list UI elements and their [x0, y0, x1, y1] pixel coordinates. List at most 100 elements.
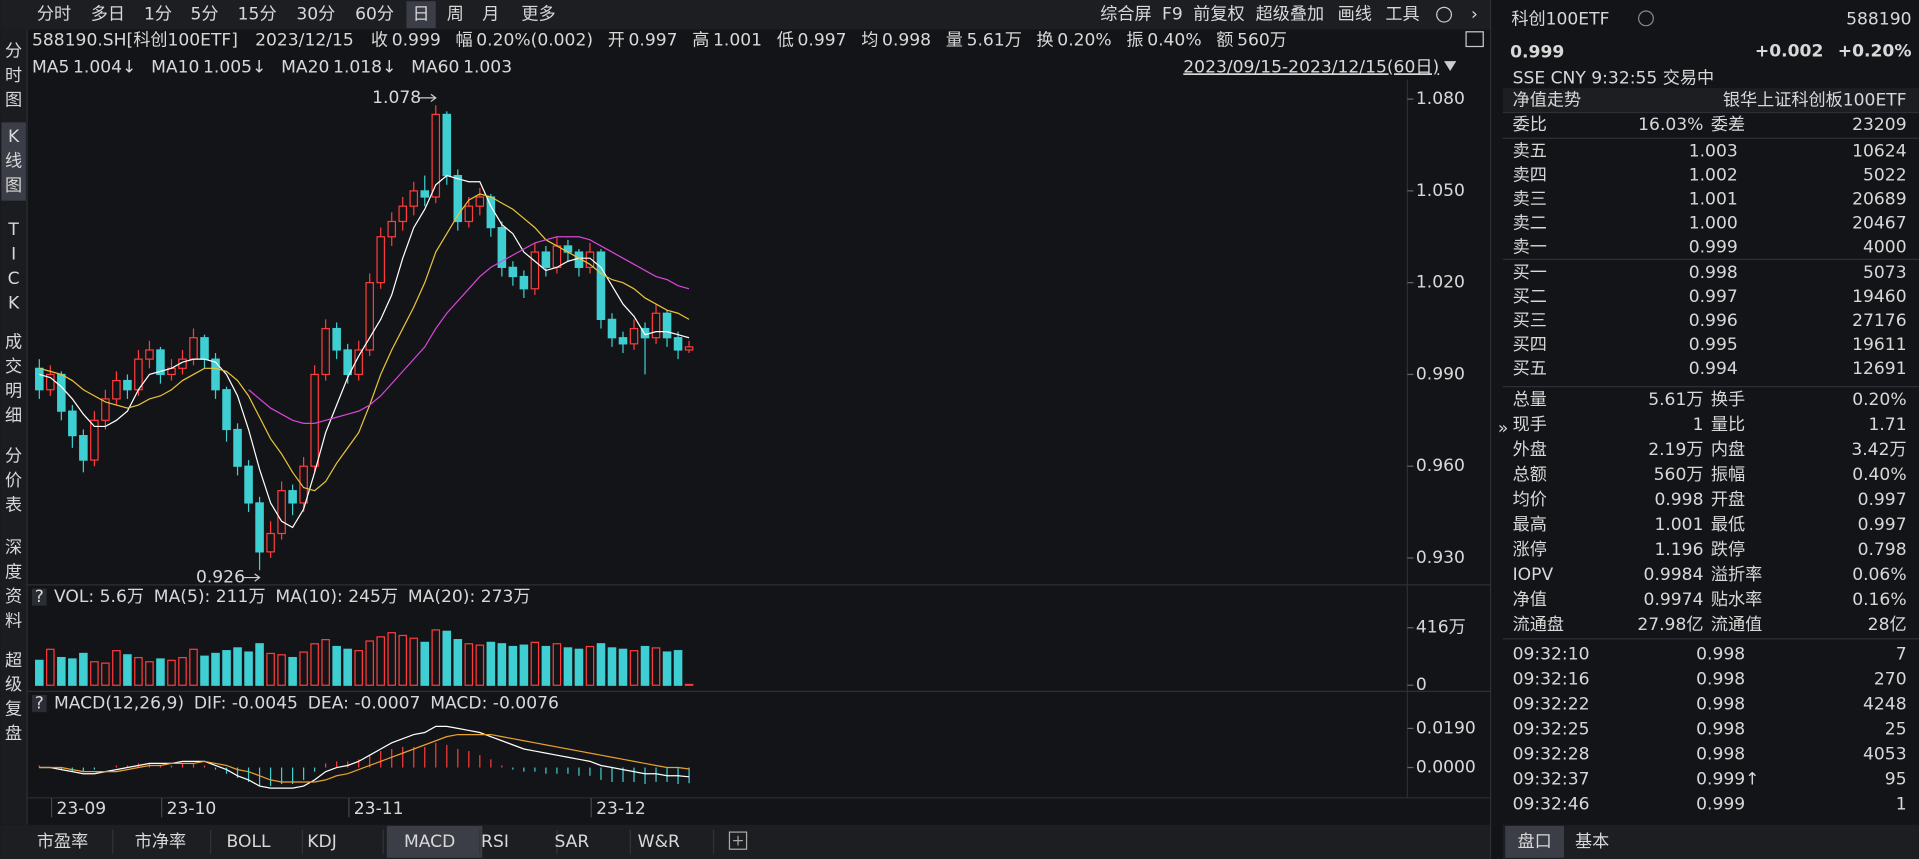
period-tab[interactable]: 周	[447, 5, 464, 25]
period-tab[interactable]: 30分	[296, 5, 335, 25]
candle-body	[255, 502, 264, 553]
book-volume: 4000	[1863, 238, 1907, 258]
period-tab[interactable]: 日	[413, 5, 430, 25]
info-icon[interactable]	[1638, 10, 1654, 27]
volume-bar	[497, 643, 507, 686]
indicator-tab[interactable]: MACD	[404, 832, 455, 852]
indicator-tab[interactable]: W&R	[638, 832, 680, 852]
indicator-tab[interactable]: KDJ	[307, 832, 336, 852]
indicator-tab[interactable]: BOLL	[227, 832, 271, 852]
indicator-tab[interactable]: RSI	[481, 832, 509, 852]
trade-volume: 270	[1874, 670, 1907, 690]
trade-volume: 4053	[1863, 745, 1907, 765]
candle-body	[607, 318, 617, 339]
period-tab[interactable]: 更多	[521, 5, 555, 25]
side-tab[interactable]: 深度资料	[5, 538, 22, 631]
settings-icon[interactable]	[1436, 6, 1453, 23]
volume-bar	[365, 640, 374, 686]
label: 5.61万	[967, 30, 1022, 50]
label: 0.997	[798, 30, 847, 50]
book-label: 买四	[1513, 335, 1547, 355]
dropdown-icon[interactable]	[1444, 61, 1457, 71]
tool-button[interactable]: F9	[1162, 5, 1183, 25]
book-volume: 5022	[1863, 166, 1907, 186]
stat-label: 流通盘	[1513, 615, 1564, 635]
volume-bar	[189, 648, 198, 686]
label: 0.998	[882, 30, 931, 50]
trade-price: 0.999↑	[1696, 769, 1759, 789]
next-icon[interactable]: ›	[1471, 5, 1478, 25]
label: 0.20%(0.002)	[476, 30, 593, 50]
label: 委比	[1513, 115, 1547, 135]
security-code: 588190	[1846, 10, 1911, 30]
volume-bar	[552, 643, 562, 686]
period-tab[interactable]: 60分	[355, 5, 394, 25]
ma-line	[39, 174, 690, 529]
panel-tab[interactable]: 盘口	[1517, 832, 1551, 852]
expand-icon[interactable]: »	[1498, 418, 1508, 438]
book-label: 买三	[1513, 311, 1547, 331]
book-price: 0.997	[1689, 287, 1738, 307]
period-tab[interactable]: 15分	[238, 5, 277, 25]
volume-bar	[266, 652, 275, 686]
book-volume: 20689	[1852, 190, 1906, 210]
add-tab-icon[interactable]	[728, 831, 748, 850]
volume-bar	[112, 650, 121, 686]
macd-line	[39, 725, 690, 789]
macd-line	[39, 733, 690, 783]
period-tab[interactable]: 多日	[91, 5, 125, 25]
book-price: 1.003	[1689, 142, 1738, 162]
period-tab[interactable]: 1分	[144, 5, 172, 25]
book-volume: 20467	[1852, 214, 1906, 234]
label: 1.018↓	[333, 57, 396, 77]
indicator-tab[interactable]: 市盈率	[37, 832, 88, 852]
label: MA(10): 245万	[275, 587, 398, 607]
tool-button[interactable]: 前复权	[1193, 5, 1244, 25]
volume-bar	[123, 654, 132, 686]
side-tab[interactable]: 分价表	[5, 446, 22, 515]
label: 开	[608, 30, 625, 50]
toolbar	[0, 0, 1491, 30]
date-range[interactable]: 2023/09/15-2023/12/15(60日)	[1183, 57, 1439, 77]
nav-link[interactable]: 净值走势	[1513, 90, 1582, 110]
tool-button[interactable]: 画线	[1338, 5, 1372, 25]
period-tab[interactable]: 5分	[190, 5, 218, 25]
tab-active	[1505, 825, 1564, 858]
volume-bar	[508, 645, 518, 686]
tool-button[interactable]: 综合屏	[1100, 5, 1151, 25]
stat-label: 现手	[1513, 415, 1547, 435]
volume-bar	[343, 648, 352, 686]
panel-tab[interactable]: 基本	[1575, 832, 1609, 852]
tab-active	[386, 825, 483, 858]
stat-label: 溢折率	[1711, 565, 1762, 585]
side-tab[interactable]: 分时图	[5, 41, 22, 110]
indicator-tab[interactable]: 市净率	[135, 832, 186, 852]
last-price: 0.999	[1510, 43, 1564, 63]
period-tab[interactable]: 分时	[37, 5, 71, 25]
book-label: 卖一	[1513, 238, 1547, 258]
volume-bar	[409, 637, 419, 686]
candle-body	[453, 174, 463, 223]
candle-body	[530, 251, 540, 290]
indicator-tab[interactable]: SAR	[554, 832, 589, 852]
side-tab[interactable]: K 线图	[5, 127, 22, 196]
trade-time: 09:32:25	[1513, 720, 1590, 740]
book-label: 买一	[1513, 263, 1547, 283]
label: MACD(12,26,9)	[54, 694, 184, 714]
volume-bar	[244, 651, 253, 686]
candle-body	[57, 373, 66, 412]
candle-body	[46, 373, 55, 391]
volume-bar	[79, 652, 88, 686]
label: 均	[861, 30, 878, 50]
side-tab[interactable]: 成交明细	[5, 333, 22, 426]
book-price: 1.001	[1689, 190, 1738, 210]
tool-button[interactable]: 工具	[1385, 5, 1419, 25]
side-tab[interactable]: 超级复盘	[5, 651, 22, 744]
tool-button[interactable]: 超级叠加	[1256, 5, 1325, 25]
label: MA10	[151, 57, 199, 77]
candle-body	[475, 196, 485, 207]
period-tab[interactable]: 月	[482, 5, 499, 25]
label: MA20	[281, 57, 329, 77]
table-icon[interactable]	[1465, 31, 1484, 48]
